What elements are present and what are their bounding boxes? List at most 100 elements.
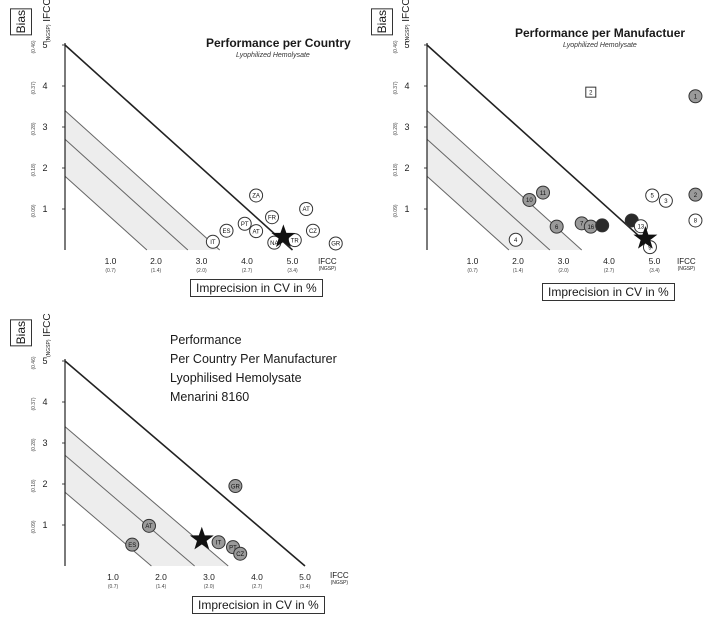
data-point-label: 16 bbox=[587, 225, 594, 231]
chart-svg-menarini: 1 (0.09) 2 (0.18) 3 (0.28) 4 (0.37) 5 (0.46) 1.0 (0… bbox=[31, 356, 311, 590]
x-tick-sublabel: (2.0) bbox=[196, 268, 207, 274]
x-tick-label: 3.0 bbox=[203, 572, 215, 582]
x-tick-sublabel: (3.4) bbox=[287, 268, 298, 274]
x-axis-name-small: (NGSP) bbox=[318, 266, 337, 272]
x-tick-sublabel: (1.4) bbox=[151, 268, 162, 274]
x-tick-sublabel: (3.4) bbox=[300, 584, 311, 590]
data-point-label: 11 bbox=[540, 191, 547, 197]
data-point-label: 13 bbox=[638, 224, 645, 230]
data-point-label: 4 bbox=[514, 238, 518, 244]
y-tick-label: 1 bbox=[42, 520, 47, 530]
data-point-label: IT bbox=[210, 240, 216, 246]
x-tick-sublabel: (2.0) bbox=[204, 584, 215, 590]
limit-line bbox=[426, 138, 551, 251]
data-point-label: 2 bbox=[694, 193, 698, 199]
y-tick-label: 1 bbox=[42, 204, 47, 214]
x-tick-sublabel: (2.0) bbox=[558, 268, 569, 274]
data-point-label: 9 bbox=[648, 245, 652, 251]
x-tick-sublabel: (0.7) bbox=[108, 584, 119, 590]
target-star-icon bbox=[189, 526, 214, 550]
chart-panel-manufacturer: 1 (0.09) 2 (0.18) 3 (0.28) 4 (0.37) 5 (0.46) 1.0 (0… bbox=[367, 0, 707, 305]
x-tick-sublabel: (1.4) bbox=[513, 268, 524, 274]
x-tick-sublabel: (3.4) bbox=[649, 268, 660, 274]
data-point-label: ES bbox=[128, 543, 136, 549]
y-tick-sublabel: (0.37) bbox=[31, 81, 37, 94]
data-point bbox=[265, 210, 280, 225]
x-tick-label: 1.0 bbox=[467, 256, 479, 266]
data-point bbox=[142, 518, 156, 533]
x-axis-title-box: Imprecision in CV in % bbox=[542, 283, 675, 301]
x-tick-label: 5.0 bbox=[299, 572, 311, 582]
chart-title-block: Performance Per Country Per Manufacturer… bbox=[170, 331, 337, 407]
x-axis-title-box: Imprecision in CV in % bbox=[190, 279, 323, 297]
y-tick-label: 2 bbox=[42, 163, 47, 173]
y-tick-sublabel: (0.09) bbox=[31, 520, 37, 533]
data-point bbox=[205, 234, 220, 249]
y-tick-sublabel: (0.37) bbox=[393, 81, 399, 94]
data-point bbox=[536, 185, 551, 200]
x-axis-name-text: IFCC bbox=[330, 571, 349, 580]
limit-line bbox=[64, 454, 195, 567]
y-tick-sublabel: (0.09) bbox=[393, 204, 399, 217]
data-point-label: ZA bbox=[252, 194, 260, 200]
chart-title-line: Menarini 8160 bbox=[170, 390, 250, 404]
chart-subtitle: Lyophilized Hemolysate bbox=[236, 52, 310, 59]
limit-line bbox=[426, 175, 510, 251]
y-tick-label: 3 bbox=[404, 122, 409, 132]
y-tick-sublabel: (0.18) bbox=[31, 479, 37, 492]
y-axis-name: (NGSP) IFCC bbox=[42, 313, 53, 357]
data-point-label: CZ bbox=[309, 229, 317, 235]
target-star-icon bbox=[633, 225, 658, 249]
data-point bbox=[299, 202, 314, 216]
y-tick-label: 4 bbox=[404, 81, 409, 91]
data-point bbox=[249, 188, 264, 203]
y-tick-sublabel: (0.37) bbox=[31, 397, 37, 410]
x-tick-label: 4.0 bbox=[241, 256, 253, 266]
x-tick-sublabel: (1.4) bbox=[156, 584, 167, 590]
x-tick-sublabel: (2.7) bbox=[242, 268, 253, 274]
data-point-label: 6 bbox=[555, 225, 559, 231]
data-point-label: CZ bbox=[236, 552, 244, 558]
y-tick-sublabel: (0.46) bbox=[31, 356, 37, 369]
limit-line bbox=[64, 138, 189, 251]
data-point-label: GR bbox=[231, 484, 241, 490]
x-tick-label: 3.0 bbox=[196, 256, 208, 266]
x-axis-title-box: Imprecision in CV in % bbox=[192, 596, 325, 614]
data-point bbox=[585, 86, 597, 98]
y-axis-name-text: IFCC bbox=[401, 0, 412, 22]
y-axis-name-small: (NGSP) bbox=[46, 339, 52, 358]
data-point bbox=[522, 192, 537, 207]
y-tick-sublabel: (0.28) bbox=[393, 122, 399, 135]
data-point-label: ES bbox=[223, 229, 231, 235]
chart-title: Performance per Country bbox=[206, 36, 351, 50]
y-axis-name-small: (NGSP) bbox=[405, 24, 411, 43]
x-axis-name-text: IFCC bbox=[677, 257, 696, 266]
x-axis-name: IFCC (NGSP) bbox=[330, 571, 349, 586]
y-tick-sublabel: (0.28) bbox=[31, 438, 37, 451]
data-point-label: 10 bbox=[526, 198, 533, 204]
y-tick-sublabel: (0.09) bbox=[31, 204, 37, 217]
data-point bbox=[549, 219, 564, 234]
data-point-label: 5 bbox=[651, 194, 655, 200]
data-point bbox=[328, 236, 343, 251]
y-tick-label: 5 bbox=[404, 40, 409, 50]
x-tick-label: 4.0 bbox=[251, 572, 263, 582]
data-point-label: GR bbox=[331, 242, 341, 248]
limit-line bbox=[426, 44, 656, 251]
x-tick-label: 5.0 bbox=[649, 256, 661, 266]
data-point-label: PT bbox=[241, 222, 249, 228]
limit-line bbox=[64, 360, 306, 567]
y-axis-title-box: Bias bbox=[10, 319, 32, 347]
x-tick-label: 1.0 bbox=[105, 256, 117, 266]
data-point-label: AT bbox=[303, 207, 311, 213]
y-tick-label: 5 bbox=[42, 40, 47, 50]
x-tick-label: 4.0 bbox=[603, 256, 615, 266]
x-tick-label: 2.0 bbox=[150, 256, 162, 266]
chart-subtitle: Lyophilized Hemolysate bbox=[563, 42, 637, 49]
chart-svg-manufacturer: 1 (0.09) 2 (0.18) 3 (0.28) 4 (0.37) 5 (0.46) 1.0 (0… bbox=[393, 40, 703, 274]
x-tick-sublabel: (0.7) bbox=[467, 268, 478, 274]
data-point bbox=[237, 216, 252, 231]
data-point-label: 1 bbox=[694, 94, 698, 100]
y-axis-name: (NGSP) IFCC bbox=[401, 0, 412, 42]
data-point-label: 8 bbox=[694, 219, 698, 225]
